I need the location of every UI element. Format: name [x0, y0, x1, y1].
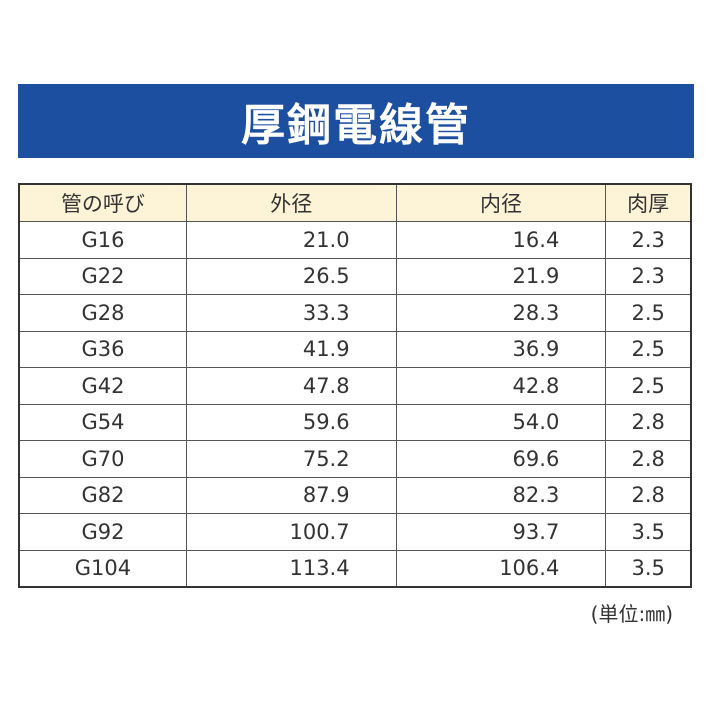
table-cell: 82.3: [395, 476, 607, 514]
table-row: G36 41.9 36.9 2.5: [18, 330, 692, 368]
column-header: 肉厚: [605, 183, 692, 222]
table-cell: G54: [18, 403, 187, 441]
table-cell: 2.8: [605, 440, 692, 478]
table-cell: 41.9: [185, 330, 397, 368]
table-row: G54 59.6 54.0 2.8: [18, 403, 692, 441]
table-body: G16 21.0 16.4 2.3 G22 26.5 21.9 2.3 G28 33.3 28.3 2…: [18, 221, 692, 588]
table-cell: 59.6: [185, 403, 397, 441]
table-cell: G42: [18, 367, 187, 405]
table-cell: 33.3: [185, 294, 397, 332]
table-cell: 69.6: [395, 440, 607, 478]
table-cell: 2.8: [605, 476, 692, 514]
spec-table: 管の呼び 外径 内径 肉厚 G16 21.0 16.4 2.3 G22 26.5 21.9 2.3 G…: [18, 183, 692, 588]
table-cell: 106.4: [395, 549, 607, 588]
table-row: G82 87.9 82.3 2.8: [18, 476, 692, 514]
table-cell: G82: [18, 476, 187, 514]
table-cell: G92: [18, 513, 187, 551]
column-header: 内径: [395, 183, 607, 222]
unit-note: (単位:㎜): [590, 602, 673, 626]
table-head: 管の呼び 外径 内径 肉厚: [18, 183, 692, 222]
table-cell: 3.5: [605, 549, 692, 588]
table-cell: 3.5: [605, 513, 692, 551]
table-cell: 2.3: [605, 221, 692, 259]
table-cell: 42.8: [395, 367, 607, 405]
table-row: G70 75.2 69.6 2.8: [18, 440, 692, 478]
table-cell: 2.8: [605, 403, 692, 441]
header-row: 管の呼び 外径 内径 肉厚: [18, 183, 692, 222]
table-cell: 100.7: [185, 513, 397, 551]
column-header: 外径: [185, 183, 397, 222]
table-cell: 93.7: [395, 513, 607, 551]
table-cell: 113.4: [185, 549, 397, 588]
table-cell: 36.9: [395, 330, 607, 368]
table-cell: 21.9: [395, 257, 607, 295]
table-cell: 2.3: [605, 257, 692, 295]
table-cell: 2.5: [605, 330, 692, 368]
table-row: G104 113.4 106.4 3.5: [18, 549, 692, 588]
table-cell: G28: [18, 294, 187, 332]
table-row: G92 100.7 93.7 3.5: [18, 513, 692, 551]
title-bar: 厚鋼電線管: [18, 84, 694, 158]
table-cell: 16.4: [395, 221, 607, 259]
table-cell: G70: [18, 440, 187, 478]
column-header: 管の呼び: [18, 183, 187, 222]
table-cell: 75.2: [185, 440, 397, 478]
table-cell: 26.5: [185, 257, 397, 295]
table-cell: G22: [18, 257, 187, 295]
table-row: G22 26.5 21.9 2.3: [18, 257, 692, 295]
title: 厚鋼電線管: [241, 100, 471, 151]
table-cell: 54.0: [395, 403, 607, 441]
table-cell: G104: [18, 549, 187, 588]
table-row: G42 47.8 42.8 2.5: [18, 367, 692, 405]
table-cell: 28.3: [395, 294, 607, 332]
table-cell: 21.0: [185, 221, 397, 259]
table-cell: 2.5: [605, 367, 692, 405]
table-row: G28 33.3 28.3 2.5: [18, 294, 692, 332]
table-row: G16 21.0 16.4 2.3: [18, 221, 692, 259]
table-cell: G16: [18, 221, 187, 259]
table-cell: G36: [18, 330, 187, 368]
table-cell: 87.9: [185, 476, 397, 514]
table-cell: 47.8: [185, 367, 397, 405]
table-cell: 2.5: [605, 294, 692, 332]
